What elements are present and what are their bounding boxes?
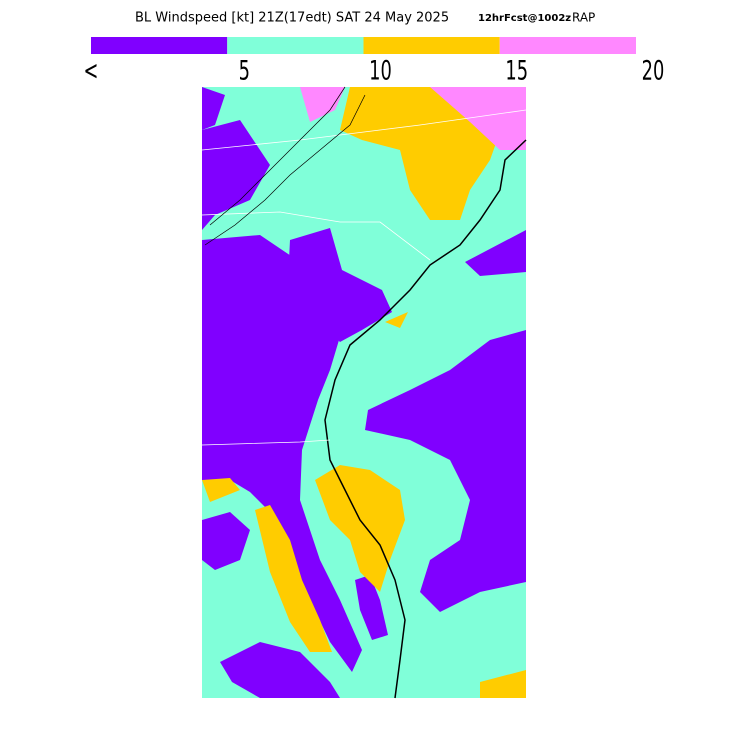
wind-region — [385, 312, 408, 328]
wind-region — [465, 230, 526, 276]
wind-region — [255, 505, 332, 652]
wind-region — [202, 235, 362, 672]
map — [201, 86, 527, 699]
model: RAP — [572, 11, 595, 25]
wind-region — [202, 120, 270, 230]
wind-region — [220, 642, 340, 698]
wind-region — [430, 87, 526, 150]
wind-region — [480, 670, 526, 698]
wind-region — [202, 478, 240, 502]
colorbar-label: 15 — [505, 54, 528, 86]
colorbar-label: 20 — [642, 54, 665, 86]
colorbar-swatch — [91, 37, 228, 54]
wind-region — [288, 228, 392, 342]
wind-region — [202, 87, 225, 130]
wind-region — [355, 575, 388, 640]
colorbar-swatch — [499, 37, 636, 54]
contour — [209, 86, 346, 226]
title: BL Windspeed [kt] 21Z(17edt) SAT 24 May … — [135, 11, 449, 26]
wind-region — [340, 87, 500, 220]
wind-region — [365, 330, 526, 612]
colorbar-swatch — [227, 37, 364, 54]
state-border — [201, 109, 527, 151]
colorbar-label: 5 — [239, 54, 250, 86]
coastline — [324, 139, 527, 699]
state-border — [201, 211, 431, 261]
colorbar: <5 10 15 20 — [84, 37, 665, 86]
colorbar-label: 10 — [369, 54, 392, 86]
wind-region — [315, 465, 405, 592]
state-border — [201, 439, 331, 446]
colorbar-swatch — [363, 37, 500, 54]
wind-region — [300, 87, 345, 122]
forecast: 12hrFcst@1002z — [478, 13, 571, 24]
colorbar-label: < — [84, 54, 99, 86]
contour — [204, 94, 366, 246]
wind-region — [202, 512, 250, 570]
